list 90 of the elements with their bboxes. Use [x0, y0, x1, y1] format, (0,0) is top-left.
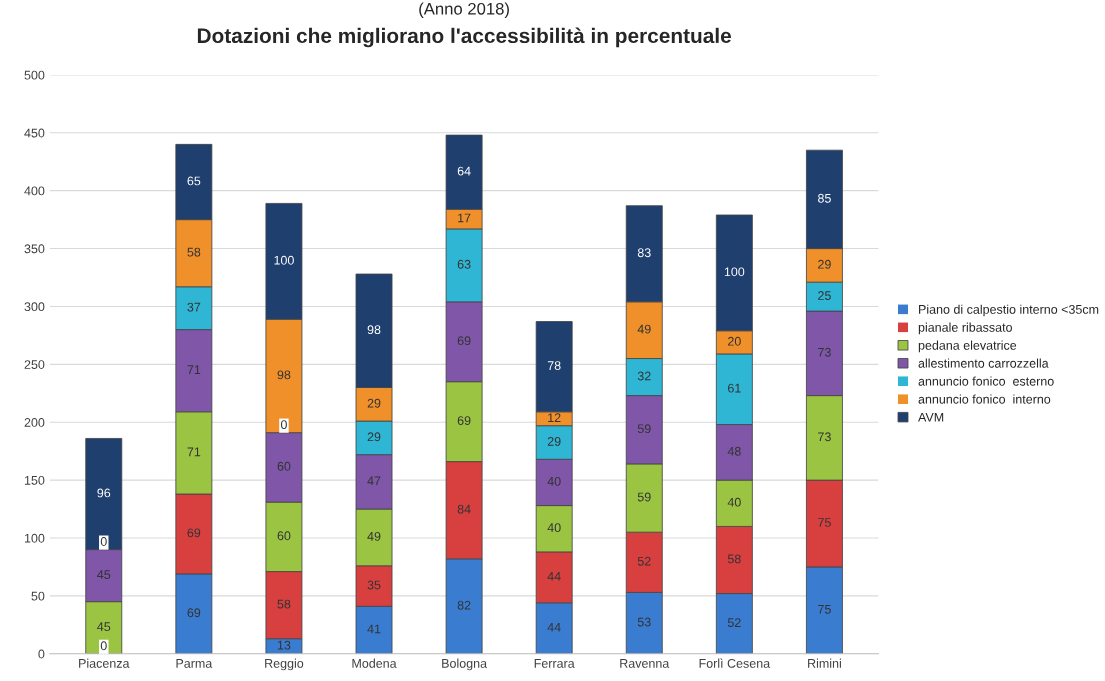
data-label: 29 [818, 259, 831, 269]
data-label: 61 [728, 383, 741, 393]
legend-label: Piano di calpestio interno <35cm [919, 304, 1099, 317]
data-label: 58 [277, 599, 291, 609]
data-label: 69 [187, 608, 201, 618]
data-label: 45 [97, 570, 111, 579]
data-label: 53 [637, 617, 651, 627]
y-tick-label: 300 [24, 302, 45, 312]
data-label: 40 [547, 476, 561, 486]
data-label: 13 [277, 640, 291, 650]
data-label: 71 [187, 447, 201, 457]
chart-title: Dotazioni che migliorano l'accessibilità in percentuale [197, 27, 731, 48]
data-label: 44 [547, 571, 561, 581]
x-tick-label: Reggio [265, 658, 304, 671]
data-label: 73 [818, 432, 831, 442]
data-label: 65 [187, 176, 201, 186]
annotation: 0 [100, 641, 107, 651]
legend-label: annuncio fonico esterno [918, 376, 1054, 386]
y-tick-label: 100 [24, 533, 45, 543]
data-label: 29 [367, 398, 381, 408]
data-label: 85 [818, 193, 831, 203]
data-label: 98 [367, 325, 381, 335]
data-label: 40 [727, 497, 741, 507]
data-label: 63 [457, 259, 471, 269]
data-label: 84 [457, 504, 471, 514]
x-tick-label: Bologna [442, 658, 488, 671]
data-label: 20 [728, 336, 741, 346]
y-tick-label: 0 [38, 649, 45, 659]
data-label: 59 [637, 424, 651, 434]
y-tick-label: 250 [24, 360, 45, 369]
data-label: 25 [818, 291, 831, 300]
y-tick-label: 50 [31, 591, 45, 601]
data-label: 47 [367, 476, 381, 486]
data-label: 49 [637, 324, 651, 334]
data-label: 12 [548, 413, 561, 422]
legend-label: pedana elevatrice [918, 340, 1017, 353]
data-label: 48 [727, 446, 741, 456]
data-label: 100 [724, 267, 745, 277]
data-label: 73 [818, 347, 831, 357]
x-tick-label: Ferrara [534, 659, 575, 668]
legend-label: allestimento carrozzella [918, 358, 1049, 368]
data-label: 45 [97, 622, 111, 632]
data-label: 40 [547, 523, 561, 533]
data-label: 75 [818, 604, 831, 614]
y-tick-label: 400 [24, 186, 45, 196]
legend-label: annuncio fonico interno [918, 394, 1051, 404]
y-tick-label: 200 [24, 418, 45, 427]
data-label: 37 [187, 302, 201, 312]
x-tick-label: Forlì Cesena [699, 658, 771, 668]
legend-label: pianale ribassato [918, 322, 1012, 335]
data-label: 59 [637, 492, 651, 502]
data-label: 29 [367, 432, 381, 442]
data-label: 69 [187, 528, 201, 538]
legend-label: AVM [918, 412, 944, 422]
data-label: 49 [367, 531, 381, 541]
y-tick-label: 500 [24, 70, 45, 80]
x-tick-label: Ravenna [620, 659, 670, 668]
data-label: 58 [187, 247, 201, 257]
x-tick-label: Parma [176, 659, 213, 668]
y-tick-label: 150 [24, 475, 45, 485]
data-label: 64 [457, 166, 471, 176]
data-label: 52 [727, 618, 741, 628]
data-label: 100 [274, 255, 294, 265]
data-label: 32 [637, 371, 651, 381]
data-label: 69 [457, 336, 471, 346]
data-label: 98 [277, 370, 291, 380]
data-label: 44 [547, 622, 561, 632]
data-label: 83 [637, 248, 651, 258]
data-label: 78 [547, 361, 561, 371]
data-label: 41 [367, 624, 381, 634]
data-label: 96 [97, 488, 111, 498]
data-label: 17 [458, 213, 471, 223]
data-label: 52 [637, 556, 651, 566]
y-tick-label: 350 [24, 244, 45, 254]
data-label: 29 [547, 436, 561, 446]
data-label: 35 [367, 580, 381, 590]
data-label: 60 [277, 461, 291, 471]
data-label: 69 [457, 416, 471, 425]
data-label: 71 [187, 365, 201, 374]
data-label: 60 [277, 531, 291, 541]
data-label: 58 [727, 554, 741, 564]
data-label: 82 [457, 600, 471, 610]
annotation: 0 [280, 420, 287, 430]
chart-subtitle: (Anno 2018) [419, 2, 509, 18]
annotation: 0 [100, 537, 107, 546]
data-label: 75 [818, 518, 831, 527]
x-tick-label: Rimini [808, 658, 841, 668]
x-tick-label: Piacenza [79, 658, 130, 668]
x-tick-label: Modena [352, 658, 397, 668]
y-tick-label: 450 [24, 128, 45, 138]
